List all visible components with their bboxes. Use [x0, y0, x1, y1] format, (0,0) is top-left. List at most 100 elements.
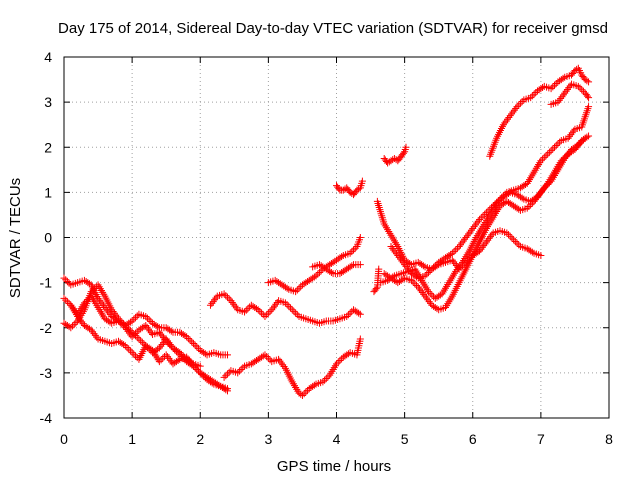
data-point-marker: [425, 298, 433, 306]
data-point-marker: [567, 131, 575, 139]
y-tick-label: 3: [44, 94, 52, 110]
data-point-marker: [120, 322, 128, 330]
chart-title: Day 175 of 2014, Sidereal Day-to-day VTE…: [58, 20, 608, 37]
data-point-marker: [200, 372, 208, 380]
data-point-marker: [417, 287, 425, 295]
data-point-marker: [420, 290, 428, 298]
data-point-marker: [184, 334, 192, 342]
data-point-marker: [293, 286, 301, 294]
data-point: [455, 243, 463, 251]
data-point: [224, 385, 231, 393]
series-17: [370, 265, 383, 296]
data-point-marker: [398, 257, 406, 265]
data-point: [196, 369, 204, 377]
data-point: [499, 121, 507, 129]
data-point-marker: [430, 293, 438, 301]
data-point-marker: [556, 138, 564, 146]
data-point-marker: [552, 142, 560, 150]
data-point-marker: [123, 326, 131, 334]
data-point-marker: [110, 309, 118, 317]
data-point-marker: [576, 138, 584, 146]
data-point-marker: [242, 306, 250, 314]
data-point-marker: [146, 327, 154, 335]
data-point-marker: [493, 199, 501, 207]
data-point-marker: [193, 365, 201, 373]
data-point-marker: [388, 244, 396, 252]
data-point-marker: [266, 307, 274, 315]
data-point-marker: [419, 262, 427, 270]
data-point-marker: [399, 149, 407, 157]
data-point-marker: [283, 284, 291, 292]
data-point-marker: [402, 262, 410, 270]
data-point: [60, 294, 68, 302]
data-point-marker: [174, 356, 182, 364]
data-point-marker: [132, 314, 140, 322]
data-point-marker: [430, 263, 438, 271]
data-point: [261, 312, 269, 320]
data-point: [414, 283, 422, 291]
series-4: [67, 292, 204, 370]
data-point-marker: [572, 144, 580, 152]
data-point-marker: [90, 330, 98, 338]
data-point: [176, 349, 184, 357]
y-tick-label: 4: [44, 49, 52, 65]
data-point: [121, 324, 129, 332]
data-point: [394, 252, 402, 260]
data-point-marker: [147, 347, 155, 355]
data-point: [554, 98, 562, 106]
data-point-marker: [579, 87, 587, 95]
data-point-marker: [154, 345, 162, 353]
data-point-marker: [423, 270, 431, 278]
data-point: [115, 317, 122, 325]
data-point-marker: [348, 248, 356, 256]
data-point-marker: [450, 258, 458, 266]
data-point-marker: [457, 260, 465, 268]
data-point-marker: [562, 87, 570, 95]
data-point-marker: [509, 108, 517, 116]
data-point-marker: [338, 253, 346, 261]
data-point-marker: [427, 299, 435, 307]
data-point-marker: [293, 311, 301, 319]
data-point-marker: [536, 190, 544, 198]
data-point: [557, 157, 565, 165]
data-point: [448, 256, 456, 264]
data-point-marker: [452, 246, 460, 254]
data-point-marker: [63, 277, 71, 285]
data-point-marker: [510, 106, 518, 114]
data-point-marker: [276, 357, 284, 365]
data-point-marker: [458, 239, 466, 247]
data-point-marker: [166, 341, 174, 349]
data-point: [128, 317, 136, 325]
data-point-marker: [179, 352, 187, 360]
data-point-marker: [244, 305, 252, 313]
data-point-marker: [209, 298, 217, 306]
data-point-marker: [473, 219, 481, 227]
data-point-marker: [563, 85, 571, 93]
data-point-marker: [518, 98, 526, 106]
data-point-marker: [145, 316, 153, 324]
series-13: [380, 132, 593, 314]
data-point-marker: [68, 303, 76, 311]
data-point-marker: [542, 181, 550, 189]
data-point-marker: [157, 342, 165, 350]
data-point: [375, 265, 383, 273]
data-point-marker: [65, 299, 73, 307]
data-point-marker: [428, 291, 436, 299]
x-tick-label: 4: [333, 431, 341, 447]
data-point: [527, 94, 535, 102]
data-point: [462, 234, 470, 241]
data-point-marker: [549, 83, 557, 91]
y-tick-label: 1: [44, 184, 52, 200]
data-point-marker: [463, 232, 471, 240]
data-point-marker: [426, 289, 434, 297]
data-point-marker: [292, 309, 300, 317]
data-point-marker: [511, 237, 519, 245]
data-point-marker: [158, 340, 166, 348]
data-point-marker: [501, 190, 509, 198]
data-point-marker: [422, 294, 430, 302]
data-point-marker: [424, 296, 432, 304]
data-point-marker: [125, 329, 133, 337]
y-axis-label: SDTVAR / TECUs: [7, 178, 24, 298]
data-point-marker: [82, 297, 90, 305]
